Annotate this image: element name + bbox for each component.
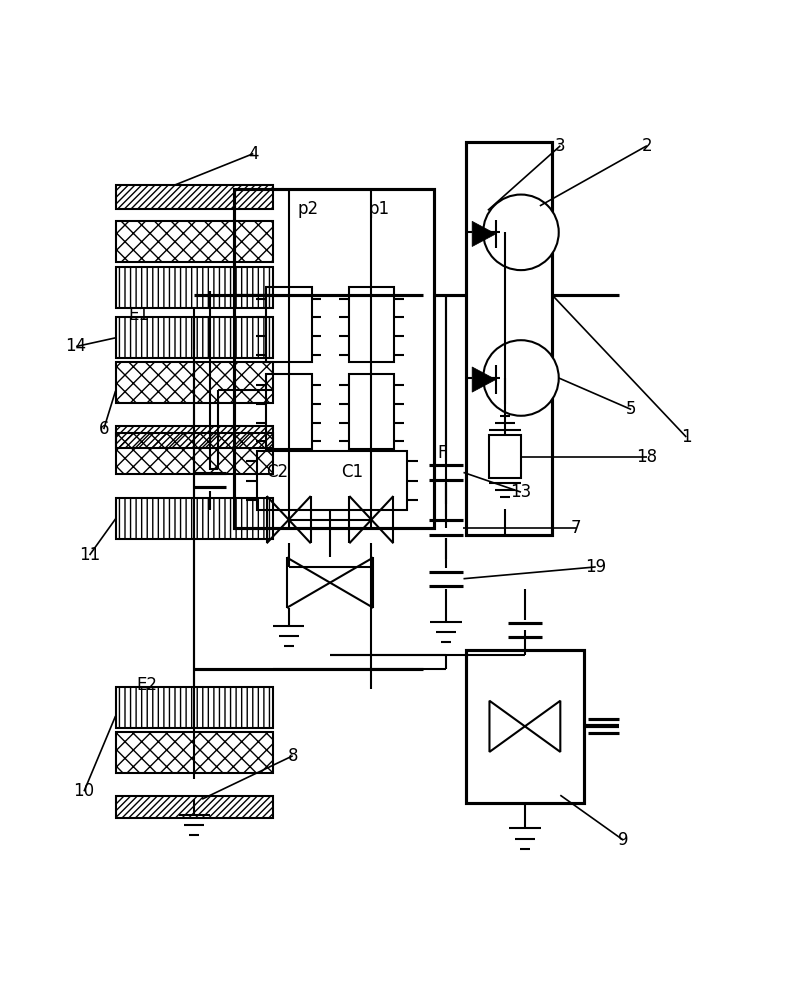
Bar: [466, 650, 584, 803]
Text: 6: 6: [99, 420, 109, 438]
Bar: [115, 317, 273, 358]
Text: C2: C2: [266, 463, 288, 481]
Text: E2: E2: [137, 676, 157, 694]
Text: 1: 1: [681, 428, 691, 446]
Bar: [266, 374, 311, 449]
Text: 4: 4: [248, 145, 258, 163]
Text: 11: 11: [79, 546, 100, 564]
Bar: [348, 287, 394, 362]
Bar: [115, 221, 273, 262]
Text: 19: 19: [585, 558, 606, 576]
Bar: [115, 732, 273, 773]
Bar: [115, 362, 273, 403]
Bar: [234, 189, 434, 528]
Text: 14: 14: [66, 337, 87, 355]
Bar: [115, 433, 273, 474]
Bar: [258, 451, 407, 510]
Text: C1: C1: [340, 463, 363, 481]
Bar: [115, 796, 273, 818]
Bar: [115, 185, 273, 209]
Bar: [266, 287, 311, 362]
Text: 7: 7: [571, 519, 581, 537]
Text: 8: 8: [288, 747, 298, 765]
Text: p2: p2: [298, 200, 319, 218]
Bar: [115, 687, 273, 728]
Circle shape: [483, 340, 559, 416]
Text: 13: 13: [510, 483, 532, 501]
Bar: [348, 374, 394, 449]
Text: E1: E1: [129, 306, 149, 324]
Polygon shape: [472, 221, 496, 247]
Text: 10: 10: [73, 782, 95, 800]
Text: p1: p1: [369, 200, 389, 218]
Bar: [466, 142, 552, 535]
Bar: [115, 426, 273, 448]
Bar: [115, 267, 273, 308]
Bar: [115, 498, 273, 539]
Text: 2: 2: [641, 137, 653, 155]
Text: 3: 3: [555, 137, 566, 155]
Text: 5: 5: [626, 400, 637, 418]
Circle shape: [483, 195, 559, 270]
Bar: [489, 435, 521, 478]
Text: F: F: [438, 444, 447, 462]
Polygon shape: [472, 367, 496, 392]
Text: 9: 9: [618, 831, 629, 849]
Text: 18: 18: [637, 448, 657, 466]
